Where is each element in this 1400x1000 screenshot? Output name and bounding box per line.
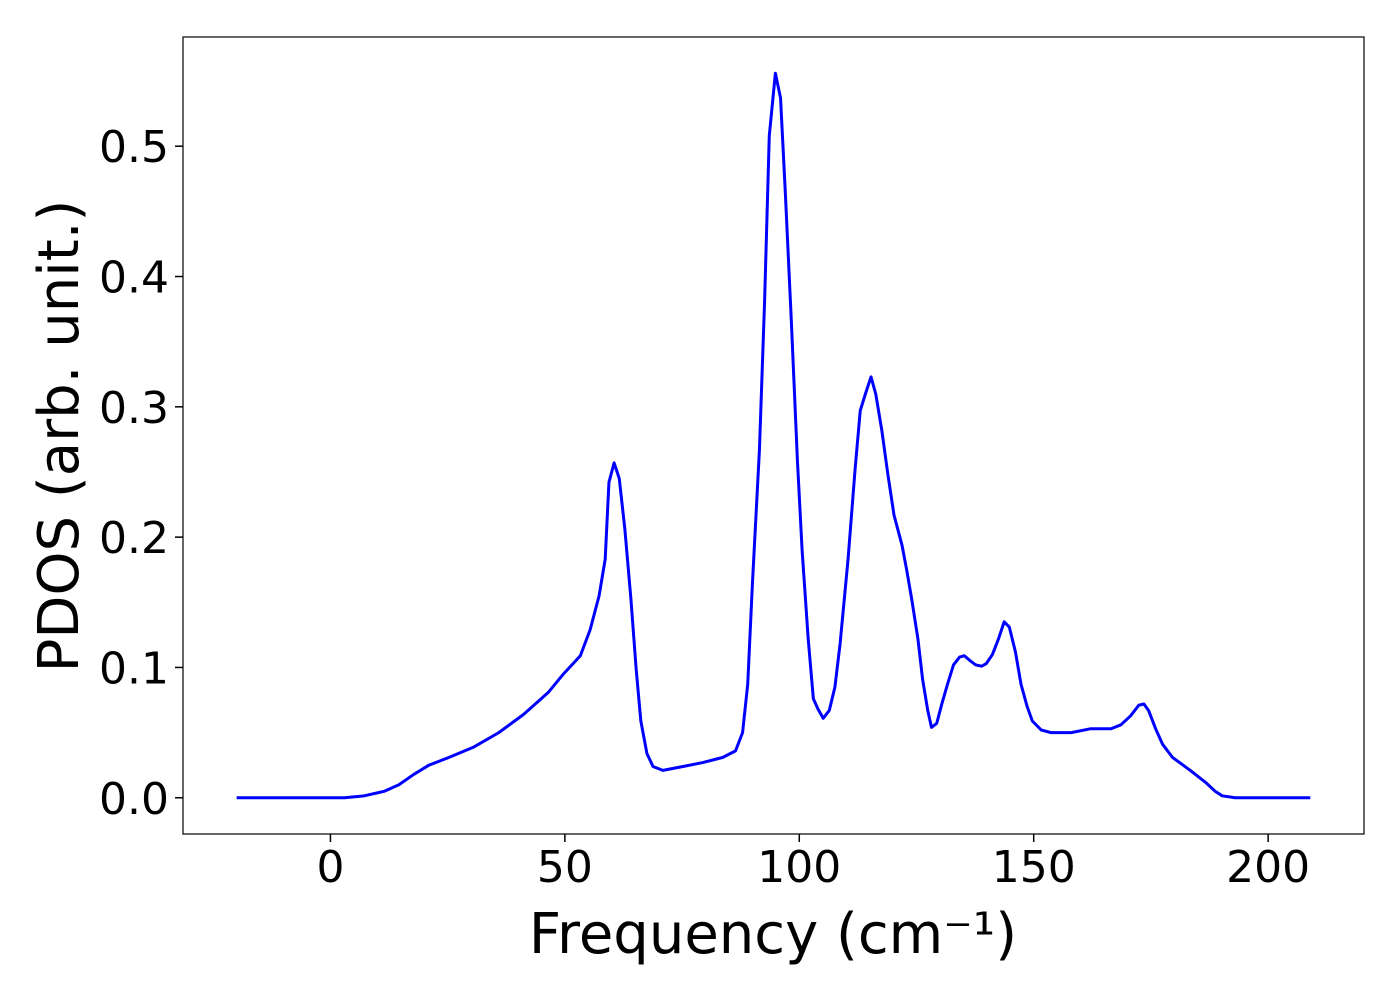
x-tick-label: 100 xyxy=(757,842,841,893)
x-tick-label: 200 xyxy=(1226,842,1310,893)
y-tick-label: 0.5 xyxy=(99,122,169,173)
x-axis-label: Frequency (cm⁻¹) xyxy=(529,902,1017,967)
y-tick-label: 0.1 xyxy=(99,643,169,694)
y-tick-label: 0.0 xyxy=(99,774,169,825)
y-tick-label: 0.2 xyxy=(99,513,169,564)
y-axis-label: PDOS (arb. unit.) xyxy=(27,200,92,673)
x-tick-label: 150 xyxy=(992,842,1076,893)
plot-frame xyxy=(182,36,1365,835)
y-tick-label: 0.3 xyxy=(99,383,169,434)
line xyxy=(236,71,1311,800)
x-tick-label: 0 xyxy=(316,842,344,893)
x-tick-label: 50 xyxy=(537,842,593,893)
y-tick-label: 0.4 xyxy=(99,253,169,304)
